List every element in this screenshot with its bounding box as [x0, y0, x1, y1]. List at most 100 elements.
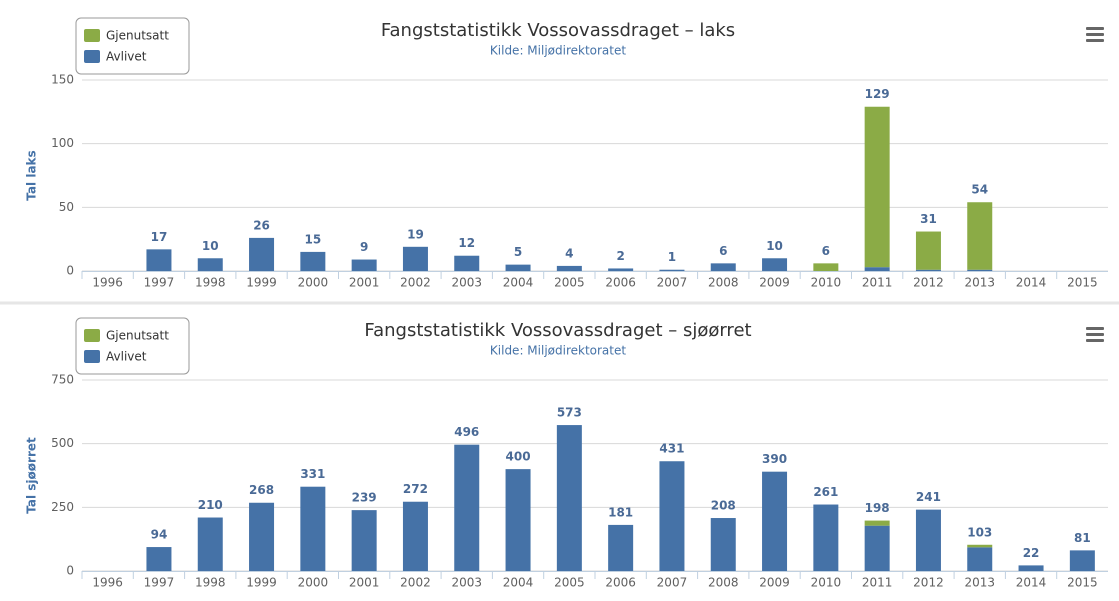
- bar-segment: [197, 517, 223, 571]
- bar-segment: [351, 259, 377, 271]
- data-label: 331: [300, 467, 325, 481]
- legend-item[interactable]: Avlivet: [84, 50, 147, 64]
- data-label: 5: [514, 245, 522, 259]
- data-label: 94: [151, 528, 168, 542]
- y-tick-label: 50: [59, 200, 74, 214]
- x-tick-label: 1998: [195, 576, 226, 590]
- bar-segment: [402, 246, 428, 271]
- bar-segment: [967, 544, 993, 548]
- x-tick-label: 1999: [246, 576, 277, 590]
- data-label: 31: [920, 212, 937, 226]
- data-label: 19: [407, 227, 424, 241]
- legend-item[interactable]: Gjenutsatt: [84, 29, 169, 43]
- x-tick-label: 2005: [554, 576, 585, 590]
- y-axis-label: Tal laks: [25, 150, 39, 200]
- data-label: 208: [711, 499, 736, 513]
- menu-button[interactable]: [1086, 327, 1104, 342]
- bar-segment: [864, 520, 890, 526]
- legend-swatch: [84, 29, 100, 42]
- data-label: 390: [762, 452, 787, 466]
- data-label: 181: [608, 505, 633, 519]
- bar-segment: [608, 524, 634, 571]
- data-label: 1: [668, 250, 676, 264]
- legend-swatch: [84, 350, 100, 363]
- data-label: 2: [616, 249, 624, 263]
- data-label: 10: [202, 239, 219, 253]
- data-label: 54: [971, 183, 988, 197]
- bar-segment: [454, 444, 480, 571]
- y-tick-label: 100: [51, 136, 74, 150]
- bar-segment: [659, 269, 685, 271]
- bar-segment: [1069, 550, 1095, 571]
- bar-segment: [915, 269, 941, 271]
- x-tick-label: 2004: [503, 276, 534, 290]
- bar-segment: [351, 510, 377, 571]
- x-tick-label: 2009: [759, 276, 790, 290]
- data-label: 129: [865, 87, 890, 101]
- legend-box: [75, 317, 190, 375]
- bar-segment: [864, 267, 890, 271]
- legend-label: Avlivet: [106, 350, 147, 364]
- bar-segment: [505, 264, 531, 271]
- x-tick-label: 2013: [964, 576, 995, 590]
- data-label: 198: [865, 501, 890, 515]
- bar-segment: [146, 547, 172, 571]
- chart: Fangststatistikk Vossovassdraget – laks K…: [25, 17, 1108, 290]
- x-tick-label: 2002: [400, 576, 431, 590]
- bar-segment: [710, 263, 736, 271]
- bar-segment: [659, 461, 685, 571]
- bar-segment: [762, 258, 788, 271]
- chart-title: Fangststatistikk Vossovassdraget – laks: [381, 20, 735, 41]
- data-label: 268: [249, 483, 274, 497]
- data-label: 103: [967, 525, 992, 539]
- data-label: 431: [659, 442, 684, 456]
- menu-bar: [1086, 327, 1104, 330]
- bar-segment: [300, 251, 326, 271]
- menu-button[interactable]: [1086, 27, 1104, 42]
- y-tick-label: 250: [51, 500, 74, 514]
- legend-item[interactable]: Gjenutsatt: [84, 329, 169, 343]
- data-label: 241: [916, 490, 941, 504]
- data-label: 239: [352, 491, 377, 505]
- chart-subtitle: Kilde: Miljødirektoratet: [490, 344, 626, 358]
- data-label: 6: [822, 244, 830, 258]
- legend-item[interactable]: Avlivet: [84, 350, 147, 364]
- bar-segment: [556, 265, 582, 271]
- chart-title: Fangststatistikk Vossovassdraget – sjøør…: [364, 320, 751, 341]
- x-tick-label: 1996: [92, 276, 123, 290]
- data-label: 6: [719, 244, 727, 258]
- data-label: 210: [198, 498, 223, 512]
- y-tick-label: 0: [66, 264, 74, 278]
- bar-segment: [967, 269, 993, 271]
- bar-segment: [146, 249, 172, 271]
- x-tick-label: 2001: [349, 276, 380, 290]
- data-label: 573: [557, 406, 582, 420]
- bar-segment: [402, 501, 428, 571]
- x-tick-label: 2003: [451, 276, 482, 290]
- bar-segment: [967, 202, 993, 270]
- x-tick-label: 1998: [195, 276, 226, 290]
- legend: Gjenutsatt Avlivet: [75, 17, 190, 75]
- legend-label: Avlivet: [106, 50, 147, 64]
- x-tick-label: 1996: [92, 576, 123, 590]
- data-label: 22: [1023, 546, 1040, 560]
- bar-segment: [249, 237, 275, 271]
- x-tick-label: 2012: [913, 576, 944, 590]
- legend: Gjenutsatt Avlivet: [75, 317, 190, 375]
- x-tick-label: 2011: [862, 276, 893, 290]
- data-label: 9: [360, 240, 368, 254]
- legend-label: Gjenutsatt: [106, 29, 169, 43]
- x-tick-label: 2003: [451, 576, 482, 590]
- chart: Fangststatistikk Vossovassdraget – sjøør…: [25, 317, 1108, 590]
- x-tick-label: 1997: [144, 576, 175, 590]
- chart-subtitle: Kilde: Miljødirektoratet: [490, 44, 626, 58]
- y-axis-label: Tal sjøørret: [25, 437, 39, 514]
- data-label: 15: [304, 232, 321, 246]
- x-tick-label: 2008: [708, 276, 739, 290]
- x-tick-label: 2002: [400, 276, 431, 290]
- bar-segment: [249, 502, 275, 571]
- bar-segment: [300, 486, 326, 571]
- data-label: 17: [151, 230, 168, 244]
- x-tick-label: 2011: [862, 576, 893, 590]
- bar-segment: [505, 469, 531, 571]
